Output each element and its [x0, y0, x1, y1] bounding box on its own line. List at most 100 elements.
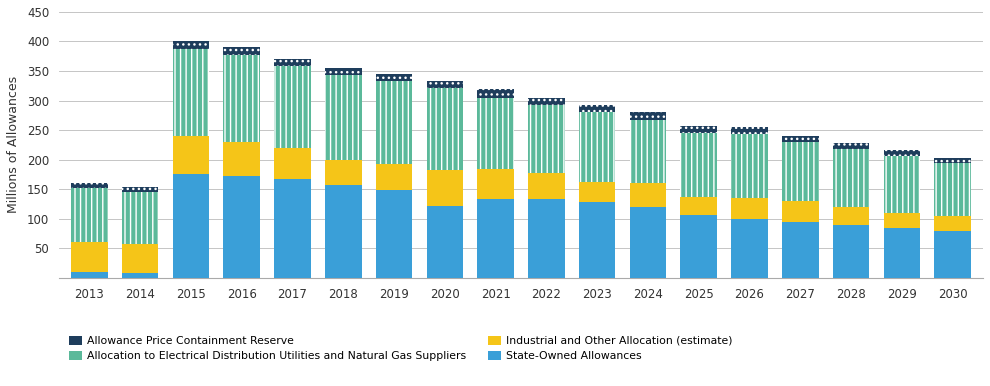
Bar — [833, 143, 869, 149]
Bar — [325, 68, 361, 75]
Bar — [172, 136, 209, 174]
Bar — [122, 187, 158, 191]
Bar — [883, 213, 920, 228]
Bar — [122, 244, 158, 273]
Bar — [172, 49, 209, 136]
Bar — [477, 89, 514, 98]
Bar — [782, 136, 819, 142]
Bar — [122, 191, 158, 244]
Bar — [883, 150, 920, 156]
Bar — [732, 134, 768, 198]
Bar — [833, 149, 869, 207]
Bar — [172, 42, 209, 49]
Bar — [71, 183, 108, 188]
Bar — [782, 136, 819, 142]
Bar — [732, 134, 768, 198]
Bar — [71, 183, 108, 188]
Bar — [883, 156, 920, 213]
Bar — [935, 216, 971, 231]
Bar — [935, 158, 971, 163]
Bar — [680, 133, 717, 197]
Bar — [579, 105, 616, 112]
Bar — [427, 170, 463, 206]
Bar — [122, 244, 158, 273]
Bar — [325, 185, 361, 278]
Bar — [427, 170, 463, 206]
Bar — [71, 188, 108, 242]
Bar — [325, 160, 361, 185]
Bar — [680, 126, 717, 133]
Bar — [224, 176, 260, 278]
Bar — [833, 149, 869, 207]
Bar — [427, 81, 463, 88]
Bar — [680, 133, 717, 197]
Bar — [935, 158, 971, 163]
Bar — [782, 222, 819, 278]
Bar — [325, 68, 361, 75]
Bar — [376, 74, 412, 81]
Bar — [833, 143, 869, 149]
Bar — [732, 198, 768, 219]
Bar — [630, 120, 666, 183]
Bar — [680, 197, 717, 215]
Bar — [680, 215, 717, 278]
Bar — [579, 105, 616, 112]
Bar — [477, 98, 514, 169]
Bar — [630, 120, 666, 183]
Legend: Allowance Price Containment Reserve, Allocation to Electrical Distribution Utili: Allowance Price Containment Reserve, All… — [64, 331, 738, 366]
Bar — [935, 163, 971, 216]
Bar — [376, 164, 412, 190]
Bar — [579, 112, 616, 181]
Bar — [782, 201, 819, 222]
Bar — [325, 75, 361, 160]
Bar — [883, 213, 920, 228]
Bar — [833, 207, 869, 225]
Bar — [579, 112, 616, 181]
Bar — [224, 47, 260, 54]
Bar — [680, 197, 717, 215]
Bar — [579, 181, 616, 202]
Bar — [732, 127, 768, 134]
Bar — [477, 169, 514, 199]
Bar — [376, 81, 412, 164]
Bar — [630, 183, 666, 207]
Bar — [376, 190, 412, 278]
Bar — [325, 160, 361, 185]
Bar — [376, 74, 412, 81]
Bar — [224, 142, 260, 176]
Bar — [172, 174, 209, 278]
Bar — [325, 75, 361, 160]
Bar — [274, 59, 311, 66]
Bar — [71, 242, 108, 272]
Bar — [528, 105, 564, 173]
Bar — [122, 191, 158, 244]
Bar — [274, 179, 311, 278]
Bar — [477, 199, 514, 278]
Bar — [630, 112, 666, 120]
Bar — [427, 206, 463, 278]
Bar — [71, 272, 108, 278]
Bar — [528, 199, 564, 278]
Bar — [883, 156, 920, 213]
Bar — [579, 181, 616, 202]
Bar — [122, 273, 158, 278]
Bar — [935, 216, 971, 231]
Bar — [528, 173, 564, 199]
Bar — [274, 148, 311, 179]
Bar — [224, 142, 260, 176]
Bar — [528, 105, 564, 173]
Bar — [782, 142, 819, 201]
Bar — [172, 136, 209, 174]
Bar — [224, 54, 260, 142]
Bar — [528, 173, 564, 199]
Bar — [782, 142, 819, 201]
Bar — [224, 54, 260, 142]
Bar — [224, 47, 260, 54]
Bar — [630, 112, 666, 120]
Bar — [732, 127, 768, 134]
Bar — [883, 228, 920, 278]
Bar — [427, 81, 463, 88]
Bar — [883, 150, 920, 156]
Bar — [274, 66, 311, 148]
Bar — [935, 231, 971, 278]
